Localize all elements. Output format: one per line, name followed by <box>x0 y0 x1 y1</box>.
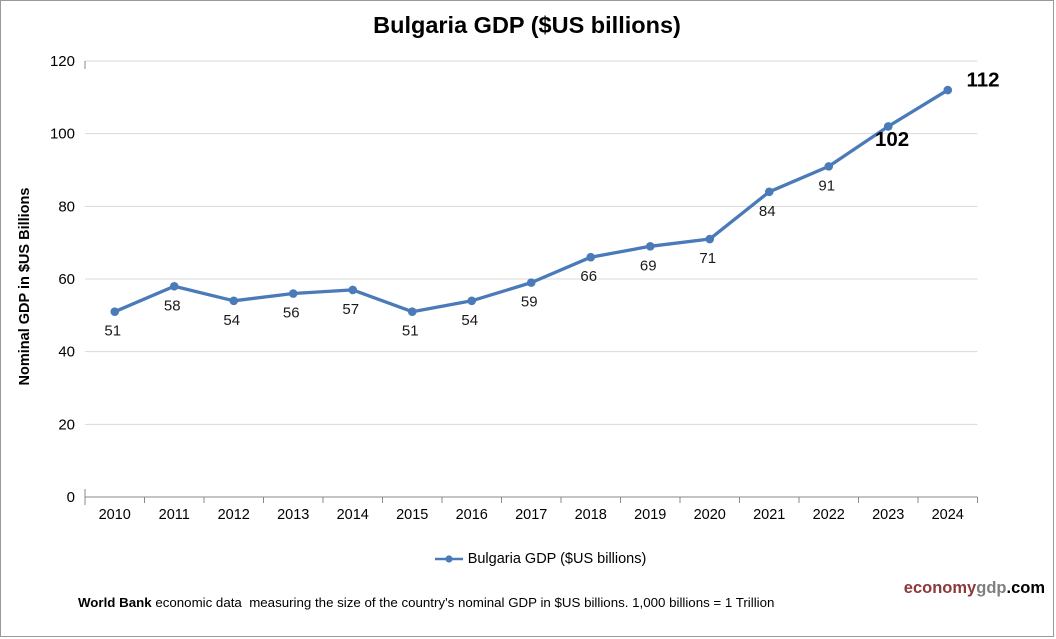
svg-text:100: 100 <box>50 126 75 143</box>
svg-text:71: 71 <box>699 250 716 267</box>
svg-text:2017: 2017 <box>515 507 547 523</box>
svg-text:80: 80 <box>58 198 75 215</box>
svg-text:84: 84 <box>759 203 776 220</box>
svg-text:2011: 2011 <box>159 507 190 523</box>
svg-text:51: 51 <box>104 323 121 340</box>
svg-text:2022: 2022 <box>813 507 845 523</box>
svg-text:0: 0 <box>67 489 75 506</box>
svg-text:54: 54 <box>223 312 240 329</box>
svg-text:91: 91 <box>818 177 835 194</box>
svg-text:51: 51 <box>402 323 419 340</box>
svg-text:58: 58 <box>164 297 181 314</box>
svg-text:2024: 2024 <box>932 507 964 523</box>
svg-text:2018: 2018 <box>575 507 607 523</box>
svg-text:60: 60 <box>58 271 75 288</box>
svg-text:54: 54 <box>461 312 478 329</box>
svg-text:56: 56 <box>283 305 300 322</box>
svg-text:2012: 2012 <box>218 507 250 523</box>
svg-text:2020: 2020 <box>694 507 726 523</box>
svg-text:2010: 2010 <box>99 507 131 523</box>
svg-text:40: 40 <box>58 344 75 361</box>
svg-text:102: 102 <box>875 128 909 151</box>
svg-text:112: 112 <box>967 69 1000 92</box>
svg-text:2016: 2016 <box>456 507 488 523</box>
svg-text:2014: 2014 <box>337 507 369 523</box>
svg-text:2021: 2021 <box>753 507 785 523</box>
svg-text:2019: 2019 <box>634 507 666 523</box>
svg-text:2013: 2013 <box>277 507 309 523</box>
svg-text:66: 66 <box>580 268 597 285</box>
svg-text:59: 59 <box>521 294 538 311</box>
svg-text:2015: 2015 <box>396 507 428 523</box>
svg-text:Nominal GDP in $US Billions: Nominal GDP in $US Billions <box>17 188 33 386</box>
svg-text:69: 69 <box>640 257 657 274</box>
svg-text:2023: 2023 <box>872 507 904 523</box>
svg-text:120: 120 <box>50 53 75 70</box>
svg-text:20: 20 <box>58 416 75 433</box>
svg-text:57: 57 <box>342 301 359 318</box>
